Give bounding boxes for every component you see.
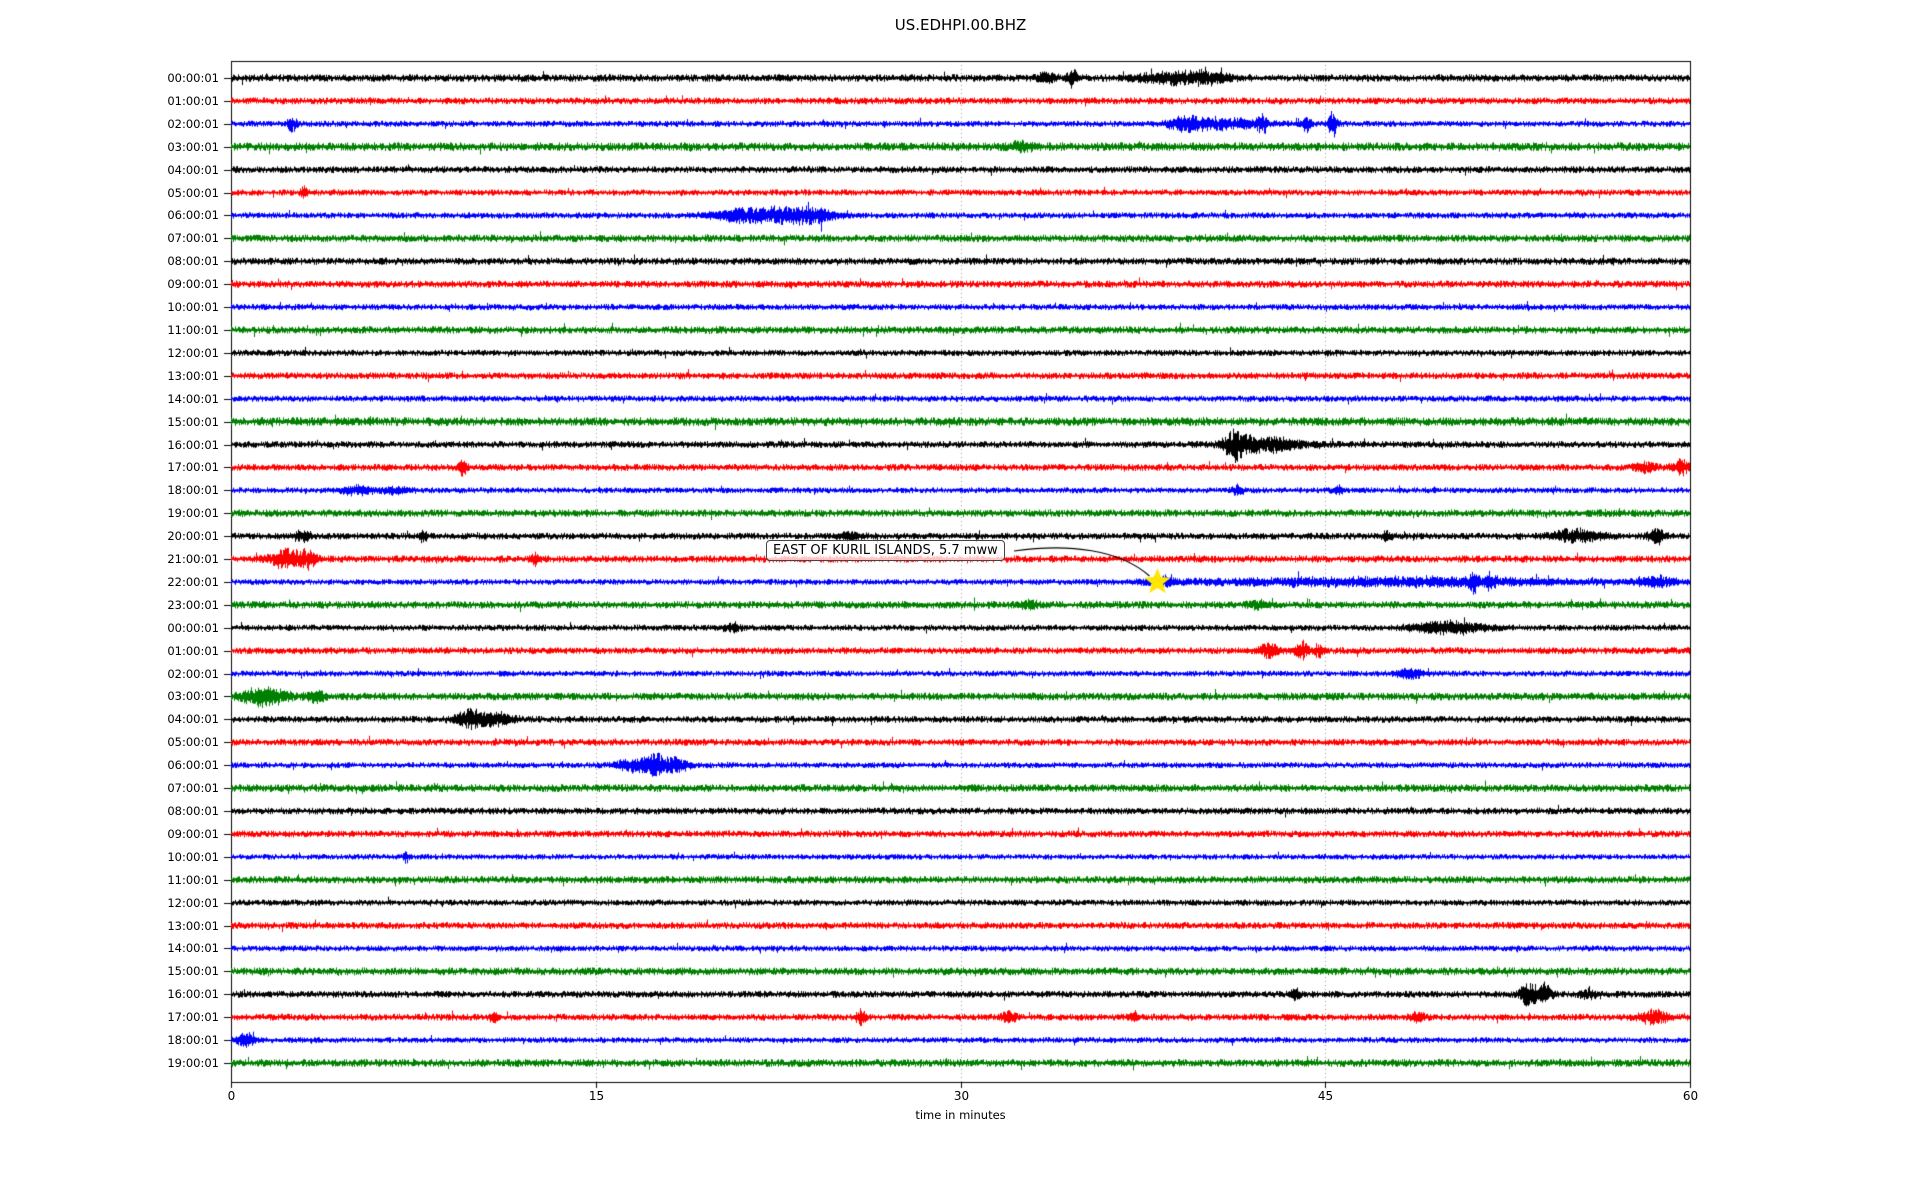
- trace-time-label: 12:00:01: [167, 345, 219, 360]
- trace-time-label: 06:00:01: [167, 208, 219, 223]
- trace-time-label: 21:00:01: [167, 552, 219, 567]
- trace-time-label: 05:00:01: [167, 185, 219, 200]
- trace-time-label: 18:00:01: [167, 483, 219, 498]
- trace-time-label: 08:00:01: [167, 804, 219, 819]
- x-tick-label: 15: [588, 1089, 605, 1103]
- event-annotation: EAST OF KURIL ISLANDS, 5.7 mww: [766, 540, 1005, 561]
- chart-title: US.EDHPI.00.BHZ: [894, 16, 1027, 34]
- trace-time-label: 08:00:01: [167, 254, 219, 269]
- x-tick-label: 0: [227, 1089, 236, 1103]
- trace-time-label: 00:00:01: [167, 620, 219, 635]
- trace-time-label: 07:00:01: [167, 781, 219, 796]
- trace-time-label: 17:00:01: [167, 1010, 219, 1025]
- trace-time-label: 07:00:01: [167, 231, 219, 246]
- trace-time-label: 10:00:01: [167, 849, 219, 864]
- trace-time-label: 12:00:01: [167, 895, 219, 910]
- trace-time-label: 13:00:01: [167, 918, 219, 933]
- trace-time-label: 04:00:01: [167, 162, 219, 177]
- trace-time-label: 02:00:01: [167, 116, 219, 131]
- trace-time-label: 01:00:01: [167, 93, 219, 108]
- trace-time-label: 14:00:01: [167, 391, 219, 406]
- trace-time-label: 15:00:01: [167, 964, 219, 979]
- trace-time-label: 11:00:01: [167, 872, 219, 887]
- trace-time-label: 03:00:01: [167, 139, 219, 154]
- trace-time-label: 00:00:01: [167, 71, 219, 85]
- x-tick-label: 60: [1682, 1089, 1699, 1103]
- trace-time-label: 09:00:01: [167, 826, 219, 841]
- trace-time-label: 19:00:01: [167, 506, 219, 521]
- trace-time-label: 04:00:01: [167, 712, 219, 727]
- x-tick-label: 30: [953, 1089, 970, 1103]
- x-axis-label: time in minutes: [915, 1108, 1006, 1122]
- trace-time-label: 17:00:01: [167, 460, 219, 475]
- trace-time-label: 13:00:01: [167, 368, 219, 383]
- trace-time-label: 10:00:01: [167, 300, 219, 315]
- trace-time-label: 15:00:01: [167, 414, 219, 429]
- trace-time-label: 01:00:01: [167, 643, 219, 658]
- trace-time-label: 16:00:01: [167, 987, 219, 1002]
- trace-time-label: 18:00:01: [167, 1033, 219, 1048]
- trace-time-label: 11:00:01: [167, 322, 219, 337]
- trace-time-label: 06:00:01: [167, 758, 219, 773]
- trace-time-label: 05:00:01: [167, 735, 219, 750]
- trace-time-label: 22:00:01: [167, 574, 219, 589]
- trace-time-label: 14:00:01: [167, 941, 219, 956]
- trace-time-label: 20:00:01: [167, 529, 219, 544]
- trace-time-label: 16:00:01: [167, 437, 219, 452]
- trace-time-label: 03:00:01: [167, 689, 219, 704]
- x-tick-label: 45: [1317, 1089, 1334, 1103]
- trace-time-label: 19:00:01: [167, 1056, 219, 1070]
- trace-time-label: 23:00:01: [167, 597, 219, 612]
- trace-time-label: 09:00:01: [167, 277, 219, 292]
- trace-time-label: 02:00:01: [167, 666, 219, 681]
